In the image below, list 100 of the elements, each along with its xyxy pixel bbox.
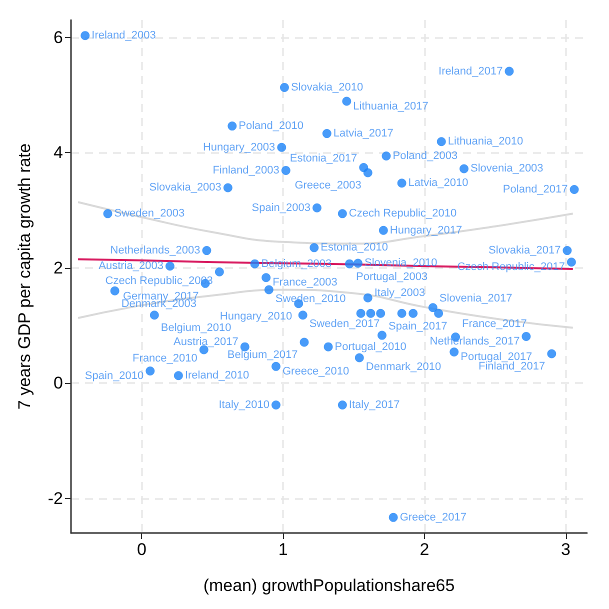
point — [146, 366, 155, 376]
point — [312, 203, 322, 212]
y-tick-label: 4 — [54, 143, 63, 162]
point — [324, 342, 333, 352]
series-label: Austria_2017 — [174, 336, 238, 348]
series-label: Spain_2010 — [84, 370, 144, 382]
series-label: France_2010 — [132, 352, 198, 365]
series-label: Hungary_2017 — [390, 224, 462, 236]
point — [280, 82, 289, 92]
point — [322, 129, 332, 138]
series-label: Latvia_2017 — [333, 128, 394, 140]
series-label: Spain_2003 — [252, 202, 310, 214]
series-label: Finland_2017 — [478, 360, 546, 373]
point — [223, 183, 232, 192]
series-label: Sweden_2003 — [114, 208, 185, 220]
series-label: Lithuania_2017 — [353, 100, 428, 112]
series-label: Ireland_2017 — [438, 65, 503, 78]
point — [366, 308, 376, 318]
point — [165, 262, 174, 271]
series-label: Czech Republic_2010 — [348, 208, 457, 220]
series-label: Slovenia_2017 — [439, 292, 512, 305]
point — [460, 164, 469, 174]
series-label: Italy_2017 — [348, 399, 400, 412]
series-label: Latvia_2010 — [408, 177, 468, 190]
y-tick-label: -2 — [48, 488, 63, 508]
series-label: Slovakia_2003 — [149, 182, 222, 194]
series-label: Slovakia_2010 — [290, 81, 364, 94]
series-label: Greece_2010 — [282, 365, 350, 378]
point — [110, 286, 120, 296]
point — [345, 259, 354, 268]
point — [363, 168, 372, 178]
series-label: Lithuania_2010 — [448, 136, 524, 148]
point — [397, 178, 406, 188]
point — [562, 246, 572, 256]
point — [388, 512, 398, 522]
series-label: Hungary_2010 — [220, 310, 292, 323]
point — [363, 293, 372, 302]
series-label: France_2003 — [272, 276, 338, 289]
point — [281, 166, 290, 175]
point — [174, 371, 183, 380]
series-label: Portugal_2010 — [334, 340, 406, 353]
y-tick-label: 0 — [54, 374, 63, 393]
series-label: Poland_2003 — [392, 150, 458, 162]
y-axis-title: 7 years GDP per capita growth rate — [15, 143, 34, 410]
point — [300, 338, 309, 347]
series-label: Estonia_2017 — [290, 152, 358, 165]
point — [522, 332, 531, 341]
point — [376, 308, 386, 318]
point — [298, 310, 308, 320]
point — [504, 66, 514, 76]
series-label: Poland_2017 — [502, 183, 568, 196]
point — [342, 96, 352, 106]
point — [214, 267, 224, 276]
point — [378, 226, 388, 235]
y-tick-label: 2 — [54, 258, 63, 278]
point — [262, 273, 271, 282]
point — [228, 122, 237, 131]
point — [277, 142, 286, 152]
series-label: Austria_2003 — [98, 260, 164, 272]
x-tick-label: 2 — [420, 540, 430, 559]
x-tick-label: 1 — [278, 540, 288, 559]
series-label: Poland_2010 — [238, 120, 304, 132]
series-label: Ireland_2010 — [184, 370, 250, 382]
point — [434, 308, 444, 318]
series-label: Belgium_2010 — [160, 322, 232, 334]
point — [103, 209, 112, 218]
point — [436, 137, 446, 146]
point — [202, 246, 212, 256]
point — [397, 308, 406, 318]
series-label: Finland_2003 — [212, 164, 280, 176]
series-label: Portugal_2003 — [356, 270, 428, 283]
series-label: Italy_2010 — [218, 399, 270, 412]
y-tick-label: 6 — [54, 28, 63, 47]
point — [547, 349, 556, 358]
point — [382, 152, 391, 161]
point — [450, 348, 459, 357]
series-label: Sweden_2017 — [309, 318, 380, 330]
point — [566, 258, 576, 267]
point — [378, 330, 387, 340]
point — [353, 258, 362, 268]
point — [264, 285, 274, 294]
point — [354, 353, 364, 362]
series-label: Estonia_2010 — [320, 242, 388, 254]
series-label: Portugal_2017 — [460, 351, 532, 364]
x-tick-label: 3 — [561, 540, 571, 559]
series-label: Netherlands_2003 — [110, 244, 200, 257]
series-label: Slovenia_2003 — [470, 162, 544, 175]
point — [271, 362, 280, 371]
series-label: Spain_2017 — [388, 320, 448, 332]
point — [150, 310, 159, 320]
x-tick-label: 0 — [136, 540, 146, 559]
point — [310, 243, 319, 252]
point — [250, 259, 260, 268]
series-label: Belgium_2017 — [227, 349, 298, 362]
series-label: Greece_2017 — [400, 511, 466, 524]
point — [80, 31, 90, 40]
point — [428, 303, 438, 312]
point — [408, 308, 418, 318]
series-label: Ireland_2003 — [92, 30, 156, 42]
series-label: Denmark_2010 — [366, 360, 442, 373]
